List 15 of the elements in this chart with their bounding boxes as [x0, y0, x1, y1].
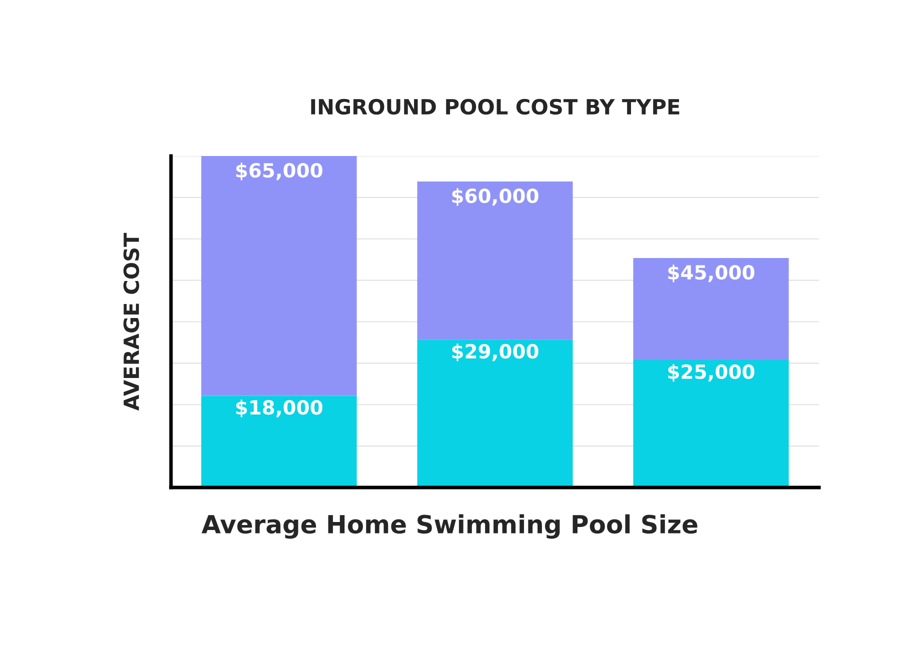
total-label: $45,000	[668, 264, 754, 282]
text: Average Home Swimming Pool Size	[202, 514, 698, 539]
bar	[633, 258, 789, 360]
bar	[201, 396, 357, 488]
data-label: $29,000	[452, 344, 538, 362]
y-axis-title: AVERAGE COST	[123, 232, 140, 411]
data-label: $25,000	[668, 364, 754, 382]
bar	[633, 360, 789, 488]
data-label: $18,000	[236, 400, 322, 418]
chart-title: INGROUND POOL COST BY TYPE	[311, 98, 680, 115]
total-label: $60,000	[452, 188, 538, 206]
bar	[201, 156, 357, 396]
total-label: $65,000	[236, 162, 322, 180]
bar	[417, 182, 573, 340]
bar	[417, 340, 573, 488]
